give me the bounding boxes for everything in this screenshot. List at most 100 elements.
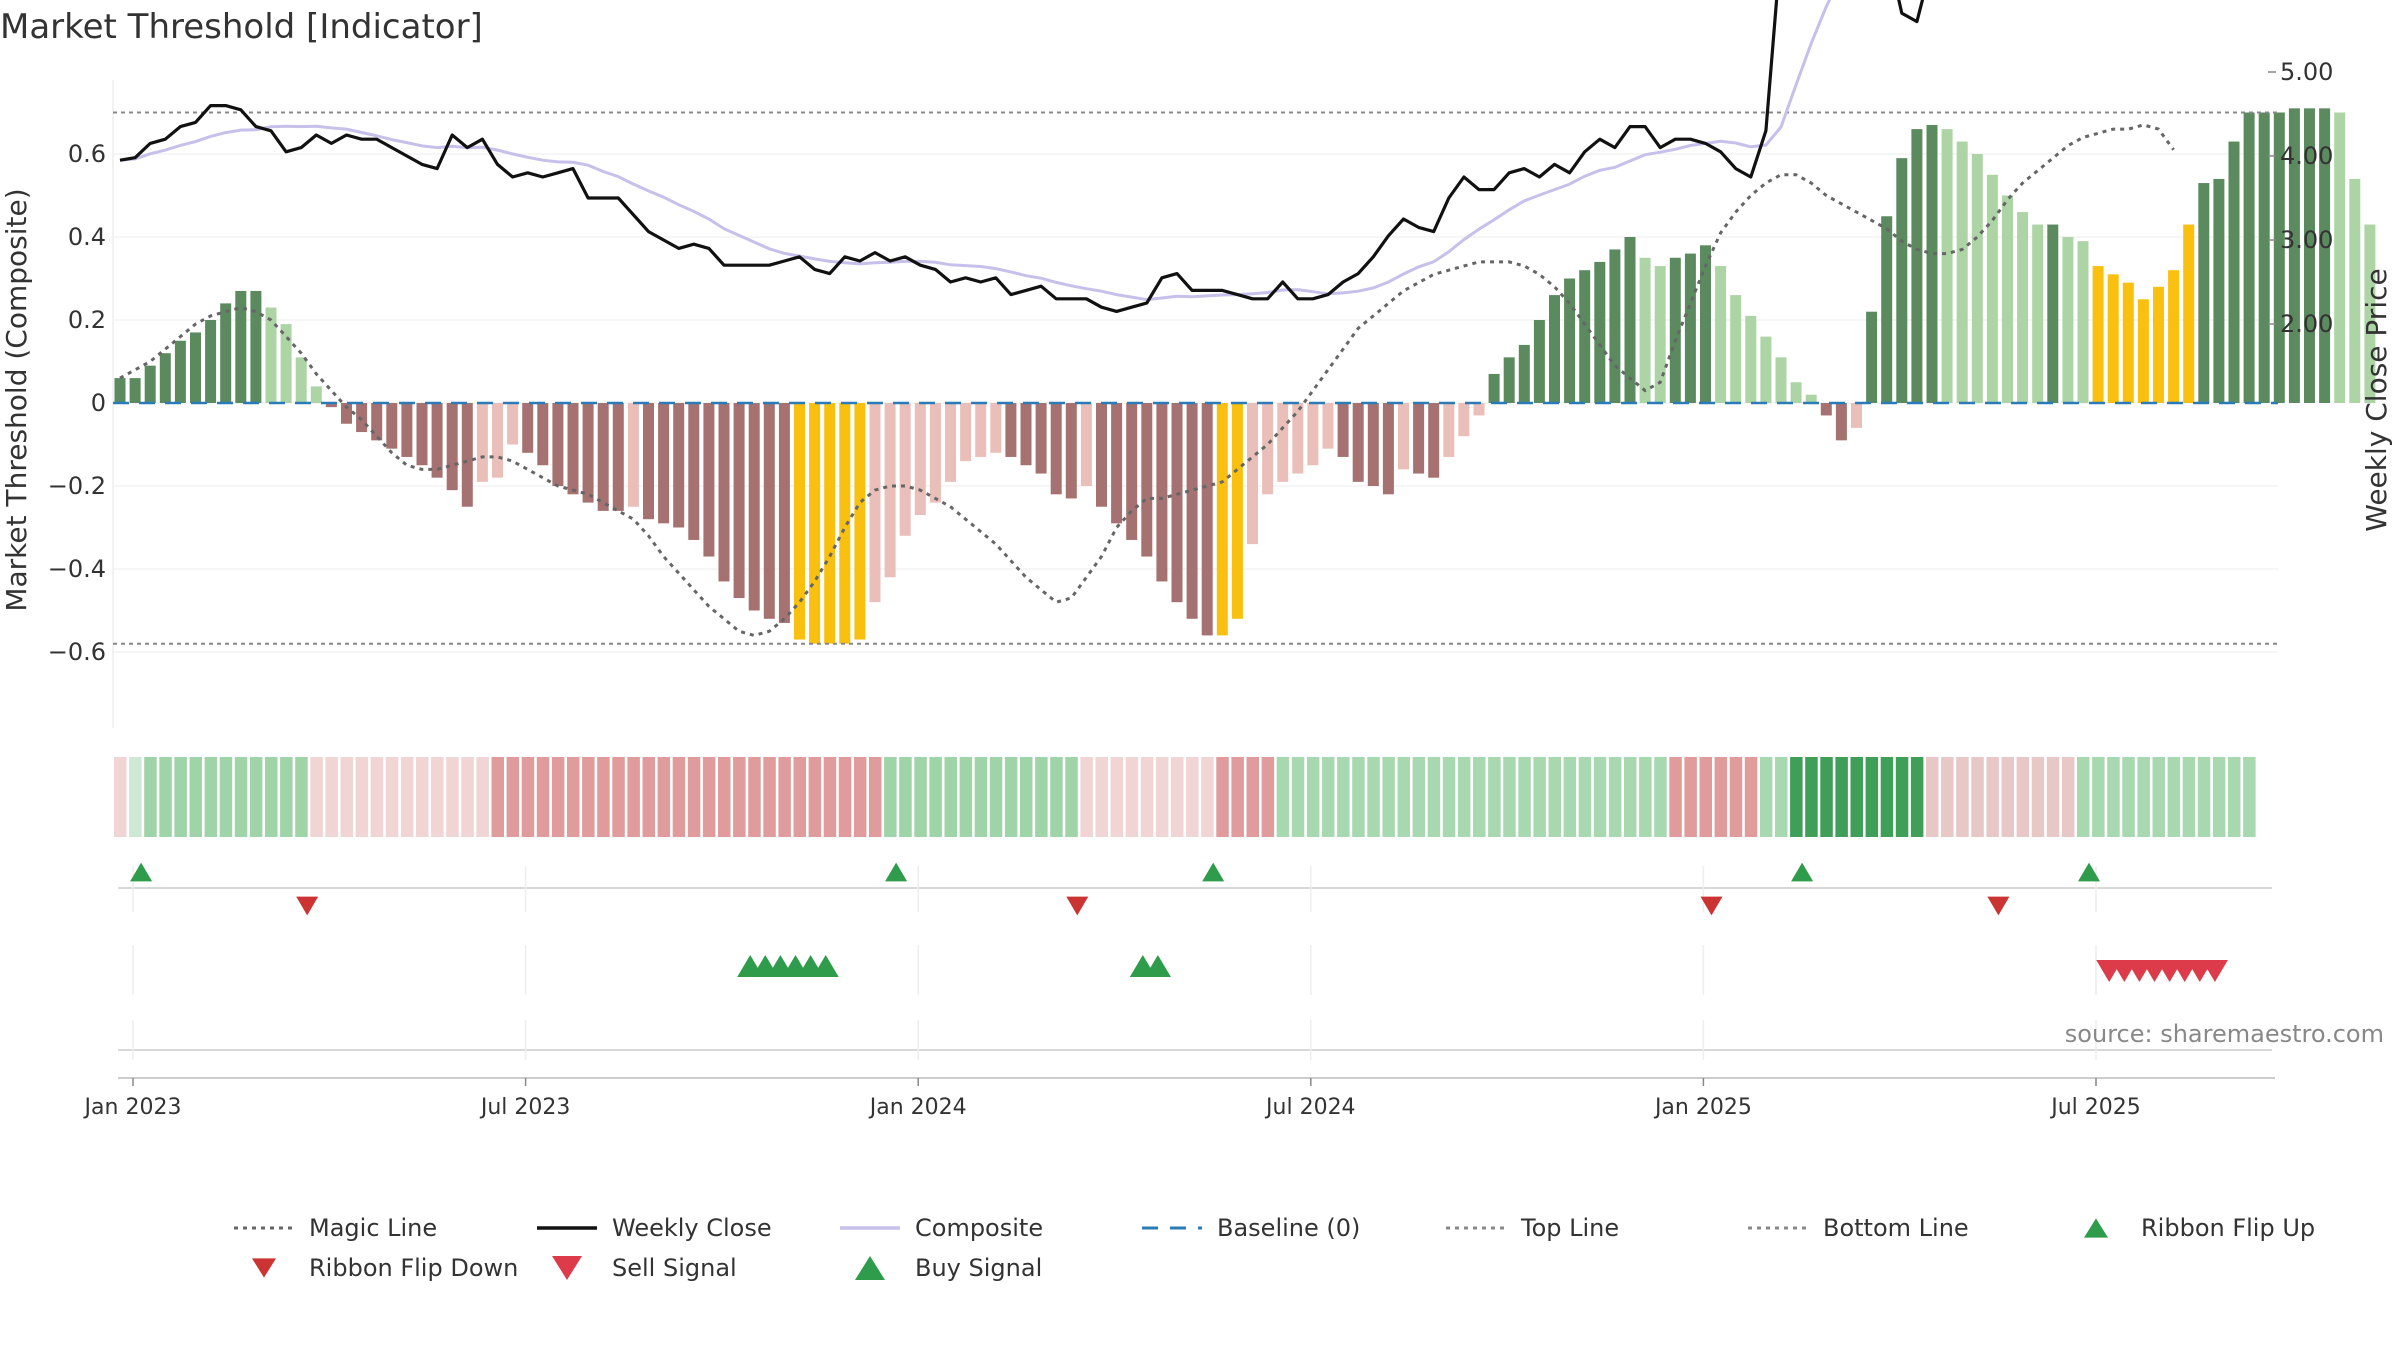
composite-bar — [1458, 403, 1470, 437]
left-tick-label: 0 — [91, 389, 106, 417]
ribbon-cell — [612, 757, 625, 837]
composite-bar — [1201, 403, 1213, 636]
composite-bar — [401, 403, 413, 457]
composite-bar — [1911, 129, 1923, 403]
ribbon-cell — [1065, 757, 1078, 837]
composite-bar — [597, 403, 609, 511]
ribbon-cell — [189, 757, 202, 837]
composite-bar — [1171, 403, 1183, 603]
ribbon-cell — [2212, 757, 2226, 837]
composite-bar — [2107, 274, 2119, 403]
composite-bar — [537, 403, 549, 466]
ribbon-cell — [2046, 757, 2060, 837]
ribbon-cell — [1805, 757, 1818, 837]
ribbon-cell — [1563, 757, 1577, 837]
left-axis-title: Market Threshold (Composite) — [0, 188, 33, 611]
ribbon-flip-down-marker — [296, 896, 319, 916]
composite-bar — [1986, 174, 1998, 403]
legend-label: Ribbon Flip Up — [2141, 1214, 2315, 1242]
ribbon-cell — [718, 757, 731, 837]
ribbon-cell — [506, 757, 520, 837]
ribbon-cell — [2107, 757, 2120, 837]
left-axis-ticks: 0.6 0.4 0.2 0 −0.2 −0.4 −0.6 — [48, 140, 106, 666]
composite-bar — [748, 403, 760, 611]
ribbon-cell — [1593, 757, 1607, 837]
composite-bar — [1881, 216, 1893, 403]
composite-bar — [2168, 270, 2180, 403]
legend-swatch — [552, 1256, 582, 1280]
composite-bar — [1398, 403, 1409, 470]
composite-bar — [884, 403, 896, 578]
composite-bar — [1080, 403, 1092, 486]
ribbon-cell — [114, 757, 127, 837]
ribbon-cell — [249, 757, 263, 837]
composite-bar — [1277, 403, 1289, 482]
buy-signal-marker — [1144, 954, 1171, 978]
composite-bar — [265, 307, 277, 403]
composite-bar — [794, 403, 805, 640]
ribbon-cell — [899, 757, 912, 837]
ribbon-cell — [1125, 757, 1139, 837]
ribbon-cell — [1261, 757, 1275, 837]
ribbon-flip-up-marker — [130, 862, 153, 882]
ribbon-cell — [355, 757, 369, 837]
ribbon-cell — [2031, 757, 2045, 837]
composite-bar — [1926, 124, 1938, 403]
composite-bar — [522, 403, 534, 453]
composite-bar — [1186, 403, 1198, 619]
ribbon-cell — [1035, 757, 1048, 837]
composite-bar — [1035, 403, 1047, 474]
legend-swatch — [2084, 1218, 2108, 1238]
ribbon-cell — [1367, 757, 1380, 837]
ribbon-cell — [446, 757, 459, 837]
legend-label: Ribbon Flip Down — [309, 1254, 518, 1282]
buy-signal-marker — [812, 954, 839, 978]
composite-bar — [945, 403, 956, 482]
ribbon-cell — [1956, 757, 1969, 837]
ribbon-cell — [1382, 757, 1395, 837]
composite-bar — [1564, 278, 1576, 403]
ribbon-cell — [295, 757, 308, 837]
composite-bar — [627, 403, 639, 507]
composite-bar — [1654, 266, 1666, 403]
ribbon-cell — [1624, 757, 1637, 837]
composite-bar — [899, 403, 911, 536]
ribbon-cell — [1004, 757, 1018, 837]
ribbon-cell — [959, 757, 973, 837]
ribbon-cell — [2228, 757, 2241, 837]
left-tick-label: −0.4 — [48, 555, 106, 583]
composite-bar — [2198, 183, 2210, 403]
x-tick-label: Jul 2023 — [479, 1095, 571, 1120]
ribbon-cell — [1790, 757, 1803, 837]
composite-bar — [1428, 403, 1440, 478]
composite-bar — [960, 403, 972, 462]
ribbon-flip-down-marker — [1066, 896, 1089, 916]
ribbon-cell — [974, 757, 988, 837]
composite-bar — [1337, 403, 1349, 457]
composite-bar — [1956, 141, 1968, 404]
composite-bar — [2122, 282, 2134, 403]
composite-bar — [1247, 403, 1258, 545]
composite-bar — [220, 303, 232, 403]
ribbon-cell — [1518, 757, 1531, 837]
composite-bars — [114, 108, 2376, 644]
composite-bar — [2273, 112, 2285, 403]
composite-bar — [1790, 382, 1802, 403]
ribbon-cell — [461, 757, 474, 837]
ribbon-cell — [1699, 757, 1712, 837]
composite-bar — [476, 403, 488, 482]
x-axis-ticks: Jan 2023 Jul 2023 Jan 2024 Jul 2024 Jan 2025… — [83, 1078, 2141, 1120]
composite-bar — [1715, 266, 1727, 403]
composite-bar — [144, 365, 156, 403]
ribbon-strip — [114, 757, 2256, 837]
composite-bar — [1382, 403, 1394, 495]
ribbon-cell — [234, 757, 248, 837]
ribbon-cell — [1503, 757, 1516, 837]
ribbon-cell — [642, 757, 655, 837]
ribbon-cell — [1427, 757, 1441, 837]
ribbon-cell — [2182, 757, 2196, 837]
ribbon-cell — [793, 757, 806, 837]
left-tick-label: −0.6 — [48, 638, 106, 666]
composite-bar — [416, 403, 428, 466]
ribbon-cell — [1865, 757, 1879, 837]
